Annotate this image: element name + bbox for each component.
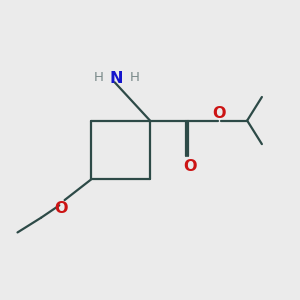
Text: O: O	[212, 106, 226, 121]
Text: O: O	[54, 201, 68, 216]
Text: H: H	[130, 71, 140, 84]
Text: H: H	[94, 71, 103, 84]
Text: N: N	[110, 71, 123, 86]
Text: O: O	[183, 159, 196, 174]
